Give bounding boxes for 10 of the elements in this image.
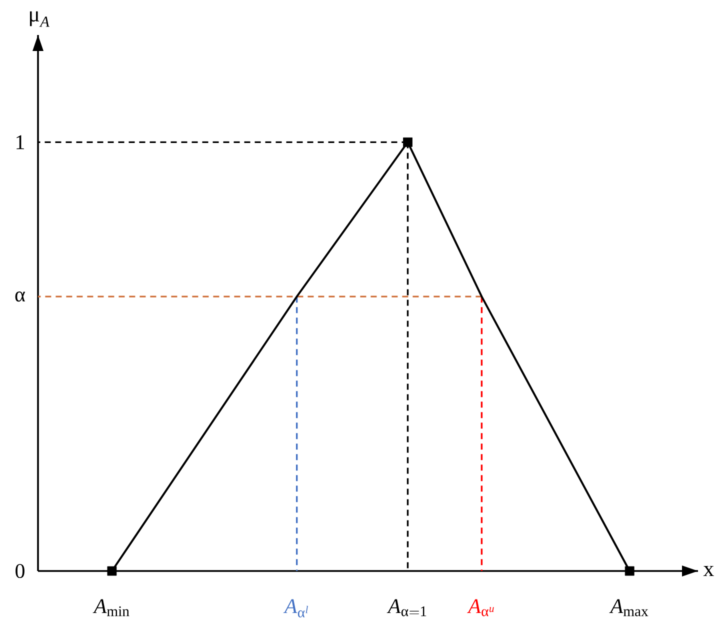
y-axis-title: $\mu_{A}$ [30, 11, 50, 27]
y-tick-label: 0 [16, 564, 24, 578]
x-tick-label: $A_{\mathrm{max}}$ [609, 599, 648, 616]
x-tick-label: $A_{\alpha^{u}}$ [467, 599, 494, 616]
y-tick-label: 1 [16, 135, 24, 150]
y-tick-label: α [15, 292, 26, 302]
x-tick-label: $A_{\mathrm{min}}$ [92, 599, 130, 616]
x-tick-label: $A_{\alpha=1}$ [386, 599, 426, 616]
x-tick-label: $A_{\alpha^{l}}$ [283, 599, 308, 618]
x-axis-title: x [703, 566, 714, 576]
